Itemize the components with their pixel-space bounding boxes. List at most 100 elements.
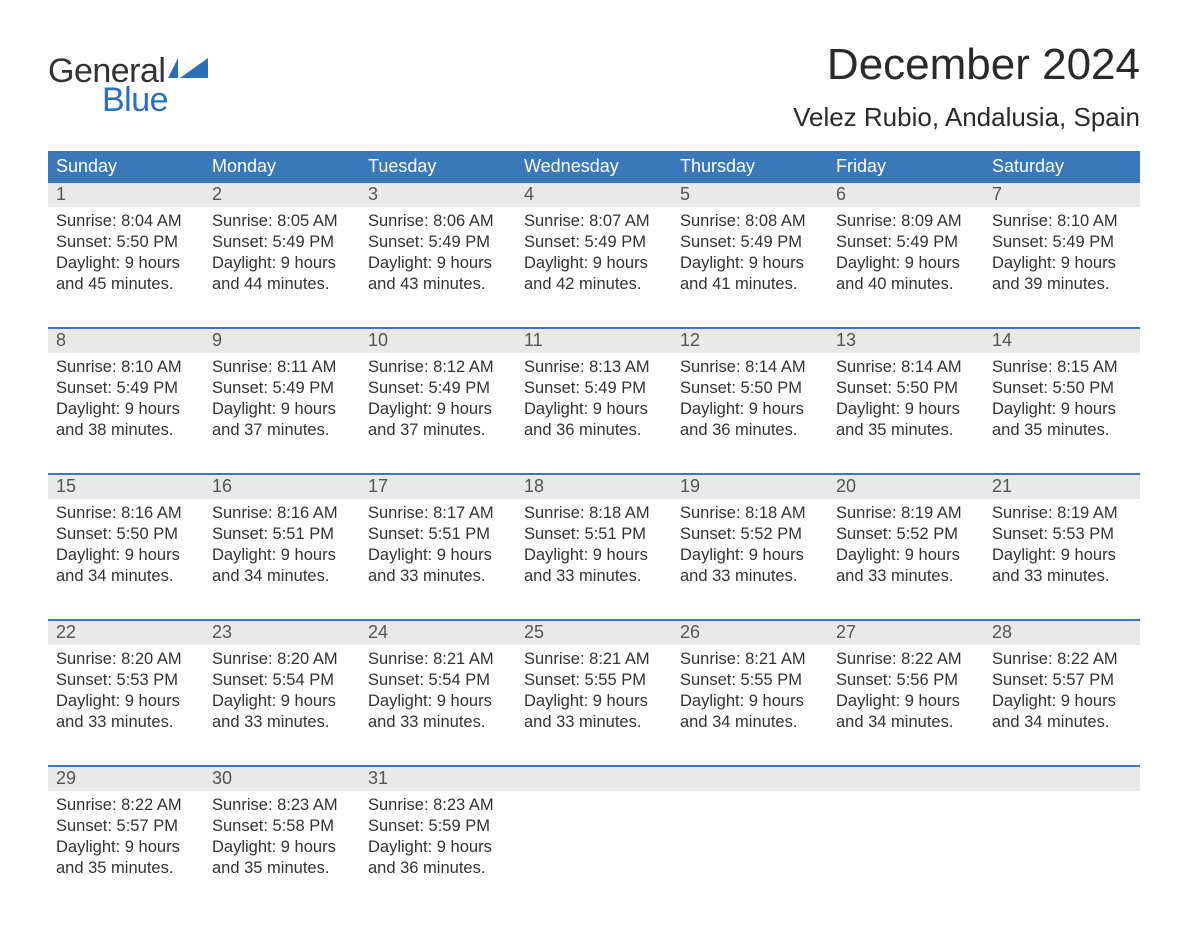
sunrise-text: Sunrise: 8:20 AM: [212, 649, 352, 670]
sunrise-text: Sunrise: 8:16 AM: [212, 503, 352, 524]
day-data-row: Sunrise: 8:10 AMSunset: 5:49 PMDaylight:…: [48, 353, 1140, 457]
daylight-line1: Daylight: 9 hours: [56, 691, 196, 712]
month-title: December 2024: [793, 40, 1140, 90]
daylight-line2: and 36 minutes.: [680, 420, 820, 441]
day-number: [828, 767, 984, 791]
sunset-text: Sunset: 5:50 PM: [992, 378, 1132, 399]
sunrise-text: Sunrise: 8:10 AM: [56, 357, 196, 378]
daylight-line2: and 34 minutes.: [56, 566, 196, 587]
sunrise-text: Sunrise: 8:07 AM: [524, 211, 664, 232]
day-cell: [672, 791, 828, 895]
daylight-line2: and 33 minutes.: [368, 712, 508, 733]
day-cell: Sunrise: 8:21 AMSunset: 5:55 PMDaylight:…: [672, 645, 828, 749]
day-number: 18: [516, 475, 672, 499]
sunset-text: Sunset: 5:52 PM: [680, 524, 820, 545]
day-number: 7: [984, 183, 1140, 207]
day-number: 14: [984, 329, 1140, 353]
calendar-page: General Blue December 2024 Velez Rubio, …: [0, 0, 1188, 935]
daylight-line2: and 35 minutes.: [992, 420, 1132, 441]
calendar-grid: Sunday Monday Tuesday Wednesday Thursday…: [48, 151, 1140, 895]
dow-cell: Friday: [828, 151, 984, 183]
daylight-line1: Daylight: 9 hours: [212, 399, 352, 420]
daylight-line2: and 36 minutes.: [524, 420, 664, 441]
sunrise-text: Sunrise: 8:17 AM: [368, 503, 508, 524]
day-number: [984, 767, 1140, 791]
daylight-line1: Daylight: 9 hours: [56, 837, 196, 858]
sunrise-text: Sunrise: 8:18 AM: [680, 503, 820, 524]
day-number: 24: [360, 621, 516, 645]
day-cell: Sunrise: 8:22 AMSunset: 5:56 PMDaylight:…: [828, 645, 984, 749]
daylight-line1: Daylight: 9 hours: [836, 691, 976, 712]
day-data-row: Sunrise: 8:20 AMSunset: 5:53 PMDaylight:…: [48, 645, 1140, 749]
day-cell: Sunrise: 8:10 AMSunset: 5:49 PMDaylight:…: [984, 207, 1140, 311]
sunrise-text: Sunrise: 8:06 AM: [368, 211, 508, 232]
day-cell: Sunrise: 8:10 AMSunset: 5:49 PMDaylight:…: [48, 353, 204, 457]
daylight-line1: Daylight: 9 hours: [992, 253, 1132, 274]
daylight-line1: Daylight: 9 hours: [680, 253, 820, 274]
sunset-text: Sunset: 5:52 PM: [836, 524, 976, 545]
sunrise-text: Sunrise: 8:19 AM: [992, 503, 1132, 524]
sunset-text: Sunset: 5:51 PM: [368, 524, 508, 545]
day-cell: Sunrise: 8:20 AMSunset: 5:54 PMDaylight:…: [204, 645, 360, 749]
day-number-row: 891011121314: [48, 329, 1140, 353]
sunrise-text: Sunrise: 8:20 AM: [56, 649, 196, 670]
day-number: 17: [360, 475, 516, 499]
sunrise-text: Sunrise: 8:19 AM: [836, 503, 976, 524]
header-row: General Blue December 2024 Velez Rubio, …: [48, 40, 1140, 133]
daylight-line1: Daylight: 9 hours: [212, 545, 352, 566]
daylight-line2: and 35 minutes.: [212, 858, 352, 879]
daylight-line1: Daylight: 9 hours: [368, 399, 508, 420]
daylight-line2: and 36 minutes.: [368, 858, 508, 879]
dow-cell: Sunday: [48, 151, 204, 183]
daylight-line1: Daylight: 9 hours: [56, 399, 196, 420]
daylight-line1: Daylight: 9 hours: [524, 253, 664, 274]
sunset-text: Sunset: 5:54 PM: [212, 670, 352, 691]
sunset-text: Sunset: 5:49 PM: [212, 232, 352, 253]
day-cell: Sunrise: 8:15 AMSunset: 5:50 PMDaylight:…: [984, 353, 1140, 457]
day-cell: Sunrise: 8:18 AMSunset: 5:51 PMDaylight:…: [516, 499, 672, 603]
day-number: 15: [48, 475, 204, 499]
day-data-row: Sunrise: 8:16 AMSunset: 5:50 PMDaylight:…: [48, 499, 1140, 603]
day-number: 23: [204, 621, 360, 645]
day-cell: Sunrise: 8:21 AMSunset: 5:54 PMDaylight:…: [360, 645, 516, 749]
sunset-text: Sunset: 5:49 PM: [836, 232, 976, 253]
day-number: 13: [828, 329, 984, 353]
day-number: 3: [360, 183, 516, 207]
daylight-line1: Daylight: 9 hours: [680, 691, 820, 712]
sunrise-text: Sunrise: 8:21 AM: [524, 649, 664, 670]
daylight-line1: Daylight: 9 hours: [524, 545, 664, 566]
daylight-line1: Daylight: 9 hours: [992, 545, 1132, 566]
day-number: 4: [516, 183, 672, 207]
day-number: 1: [48, 183, 204, 207]
daylight-line2: and 33 minutes.: [56, 712, 196, 733]
day-number: 21: [984, 475, 1140, 499]
day-cell: Sunrise: 8:12 AMSunset: 5:49 PMDaylight:…: [360, 353, 516, 457]
sunset-text: Sunset: 5:49 PM: [56, 378, 196, 399]
day-cell: Sunrise: 8:06 AMSunset: 5:49 PMDaylight:…: [360, 207, 516, 311]
daylight-line1: Daylight: 9 hours: [56, 545, 196, 566]
sunset-text: Sunset: 5:49 PM: [680, 232, 820, 253]
daylight-line2: and 33 minutes.: [680, 566, 820, 587]
days-of-week-header: Sunday Monday Tuesday Wednesday Thursday…: [48, 151, 1140, 183]
sunrise-text: Sunrise: 8:22 AM: [836, 649, 976, 670]
sunrise-text: Sunrise: 8:16 AM: [56, 503, 196, 524]
daylight-line2: and 43 minutes.: [368, 274, 508, 295]
sunset-text: Sunset: 5:49 PM: [212, 378, 352, 399]
sunrise-text: Sunrise: 8:22 AM: [56, 795, 196, 816]
daylight-line1: Daylight: 9 hours: [524, 691, 664, 712]
sunset-text: Sunset: 5:51 PM: [212, 524, 352, 545]
week-block: 15161718192021Sunrise: 8:16 AMSunset: 5:…: [48, 473, 1140, 603]
day-cell: Sunrise: 8:13 AMSunset: 5:49 PMDaylight:…: [516, 353, 672, 457]
sunset-text: Sunset: 5:49 PM: [992, 232, 1132, 253]
daylight-line2: and 37 minutes.: [368, 420, 508, 441]
day-number-row: 1234567: [48, 183, 1140, 207]
day-number: 2: [204, 183, 360, 207]
sunset-text: Sunset: 5:58 PM: [212, 816, 352, 837]
day-cell: Sunrise: 8:23 AMSunset: 5:58 PMDaylight:…: [204, 791, 360, 895]
sunrise-text: Sunrise: 8:09 AM: [836, 211, 976, 232]
dow-cell: Wednesday: [516, 151, 672, 183]
sunrise-text: Sunrise: 8:22 AM: [992, 649, 1132, 670]
dow-cell: Saturday: [984, 151, 1140, 183]
sunset-text: Sunset: 5:55 PM: [524, 670, 664, 691]
day-cell: Sunrise: 8:07 AMSunset: 5:49 PMDaylight:…: [516, 207, 672, 311]
